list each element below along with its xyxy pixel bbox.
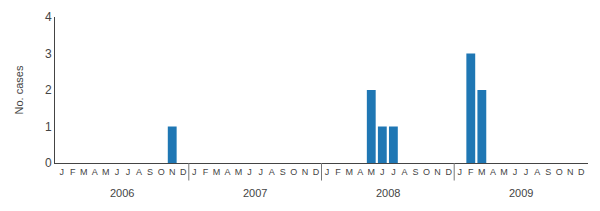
svg-text:J: J	[325, 167, 330, 177]
svg-text:D: D	[313, 167, 320, 177]
svg-text:J: J	[126, 167, 131, 177]
svg-text:2006: 2006	[110, 187, 134, 199]
svg-text:A: A	[136, 167, 142, 177]
svg-text:0: 0	[45, 156, 52, 170]
svg-text:A: A	[490, 167, 496, 177]
svg-text:M: M	[102, 167, 110, 177]
svg-text:A: A	[269, 167, 275, 177]
svg-text:D: D	[180, 167, 187, 177]
svg-text:1: 1	[45, 120, 52, 134]
svg-text:J: J	[513, 167, 518, 177]
svg-text:J: J	[59, 167, 64, 177]
svg-text:M: M	[500, 167, 508, 177]
svg-text:2008: 2008	[376, 187, 400, 199]
svg-text:N: N	[302, 167, 309, 177]
svg-text:S: S	[545, 167, 551, 177]
svg-text:M: M	[368, 167, 376, 177]
svg-text:D: D	[578, 167, 585, 177]
svg-text:J: J	[524, 167, 529, 177]
svg-text:O: O	[556, 167, 563, 177]
svg-text:M: M	[235, 167, 243, 177]
svg-text:M: M	[345, 167, 353, 177]
svg-text:O: O	[290, 167, 297, 177]
svg-text:A: A	[401, 167, 407, 177]
svg-text:F: F	[335, 167, 341, 177]
svg-text:2: 2	[45, 83, 52, 97]
svg-text:No. cases: No. cases	[13, 65, 25, 114]
svg-text:F: F	[70, 167, 76, 177]
svg-text:J: J	[258, 167, 263, 177]
svg-text:N: N	[169, 167, 176, 177]
svg-text:J: J	[115, 167, 120, 177]
svg-text:S: S	[280, 167, 286, 177]
svg-text:N: N	[567, 167, 574, 177]
svg-text:S: S	[147, 167, 153, 177]
svg-text:S: S	[412, 167, 418, 177]
svg-text:J: J	[391, 167, 396, 177]
svg-text:D: D	[445, 167, 452, 177]
svg-text:J: J	[247, 167, 252, 177]
svg-text:M: M	[213, 167, 221, 177]
svg-text:O: O	[158, 167, 165, 177]
svg-text:F: F	[468, 167, 474, 177]
svg-text:2007: 2007	[243, 187, 267, 199]
svg-text:F: F	[203, 167, 209, 177]
svg-text:A: A	[92, 167, 98, 177]
svg-text:A: A	[225, 167, 231, 177]
svg-text:J: J	[380, 167, 385, 177]
svg-text:4: 4	[45, 10, 52, 24]
svg-text:A: A	[357, 167, 363, 177]
svg-text:M: M	[80, 167, 88, 177]
svg-text:J: J	[192, 167, 197, 177]
svg-text:3: 3	[45, 47, 52, 61]
svg-text:O: O	[423, 167, 430, 177]
svg-text:A: A	[534, 167, 540, 177]
svg-text:N: N	[434, 167, 441, 177]
svg-text:M: M	[478, 167, 486, 177]
svg-text:J: J	[457, 167, 462, 177]
svg-text:2009: 2009	[509, 187, 533, 199]
